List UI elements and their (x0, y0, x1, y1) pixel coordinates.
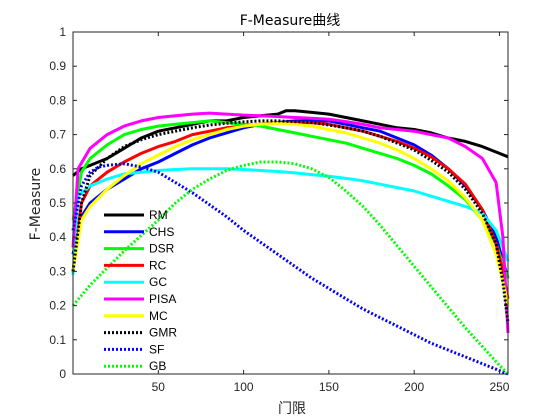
x-tick-label: 150 (319, 380, 339, 394)
y-tick-label: 0.8 (49, 93, 66, 107)
legend-label-gc: GC (149, 275, 167, 289)
legend-label-rc: RC (149, 258, 167, 272)
y-tick-label: 0.4 (49, 230, 66, 244)
series-layer (71, 109, 510, 376)
series-line-gc (71, 167, 510, 275)
y-tick-label: 0.9 (49, 59, 66, 73)
legend-label-dsr: DSR (149, 242, 175, 256)
series-line-pisa (71, 111, 510, 334)
series-line-sf (71, 162, 509, 376)
x-tick-label: 50 (152, 380, 166, 394)
series-line-dsr (71, 119, 510, 279)
x-tick-label: 250 (489, 380, 509, 394)
x-tick-label: 100 (234, 380, 254, 394)
y-tick-label: 0.6 (49, 162, 66, 176)
plot-area: 50 100 150 200 250 0 0.1 0.2 0.3 0.4 0.5 0.6 0.7 0.8 0… (49, 25, 509, 394)
legend-label-sf: SF (149, 342, 164, 356)
series-line-gb (71, 160, 510, 376)
y-tick-label: 1 (59, 25, 66, 39)
series-line-mc (71, 121, 510, 306)
y-tick-label: 0.7 (49, 128, 66, 142)
legend-label-gmr: GMR (149, 326, 177, 340)
y-tick-label: 0.1 (49, 333, 66, 347)
legend: RM CHS DSR RC GC PISA MC GMR SF GB (104, 208, 177, 373)
y-tick-label: 0.5 (49, 196, 66, 210)
legend-label-pisa: PISA (149, 292, 176, 306)
x-tick-label: 200 (404, 380, 424, 394)
series-line-gmr (71, 119, 510, 323)
x-axis-title: 门限 (278, 401, 306, 417)
legend-label-rm: RM (149, 208, 168, 222)
legend-label-mc: MC (149, 309, 168, 323)
plot-background (73, 32, 508, 374)
y-tick-label: 0 (59, 367, 66, 381)
chart-title: F-Measure曲线 (240, 13, 341, 29)
legend-label-chs: CHS (149, 225, 174, 239)
y-tick-label: 0.2 (49, 299, 66, 313)
legend-label-gb: GB (149, 359, 166, 373)
ticks-layer: 50 100 150 200 250 0 0.1 0.2 0.3 0.4 0.5 0.6 0.7 0.8 0… (49, 25, 509, 394)
y-tick-label: 0.3 (49, 264, 66, 278)
y-axis-title: F-Measure (28, 168, 44, 241)
